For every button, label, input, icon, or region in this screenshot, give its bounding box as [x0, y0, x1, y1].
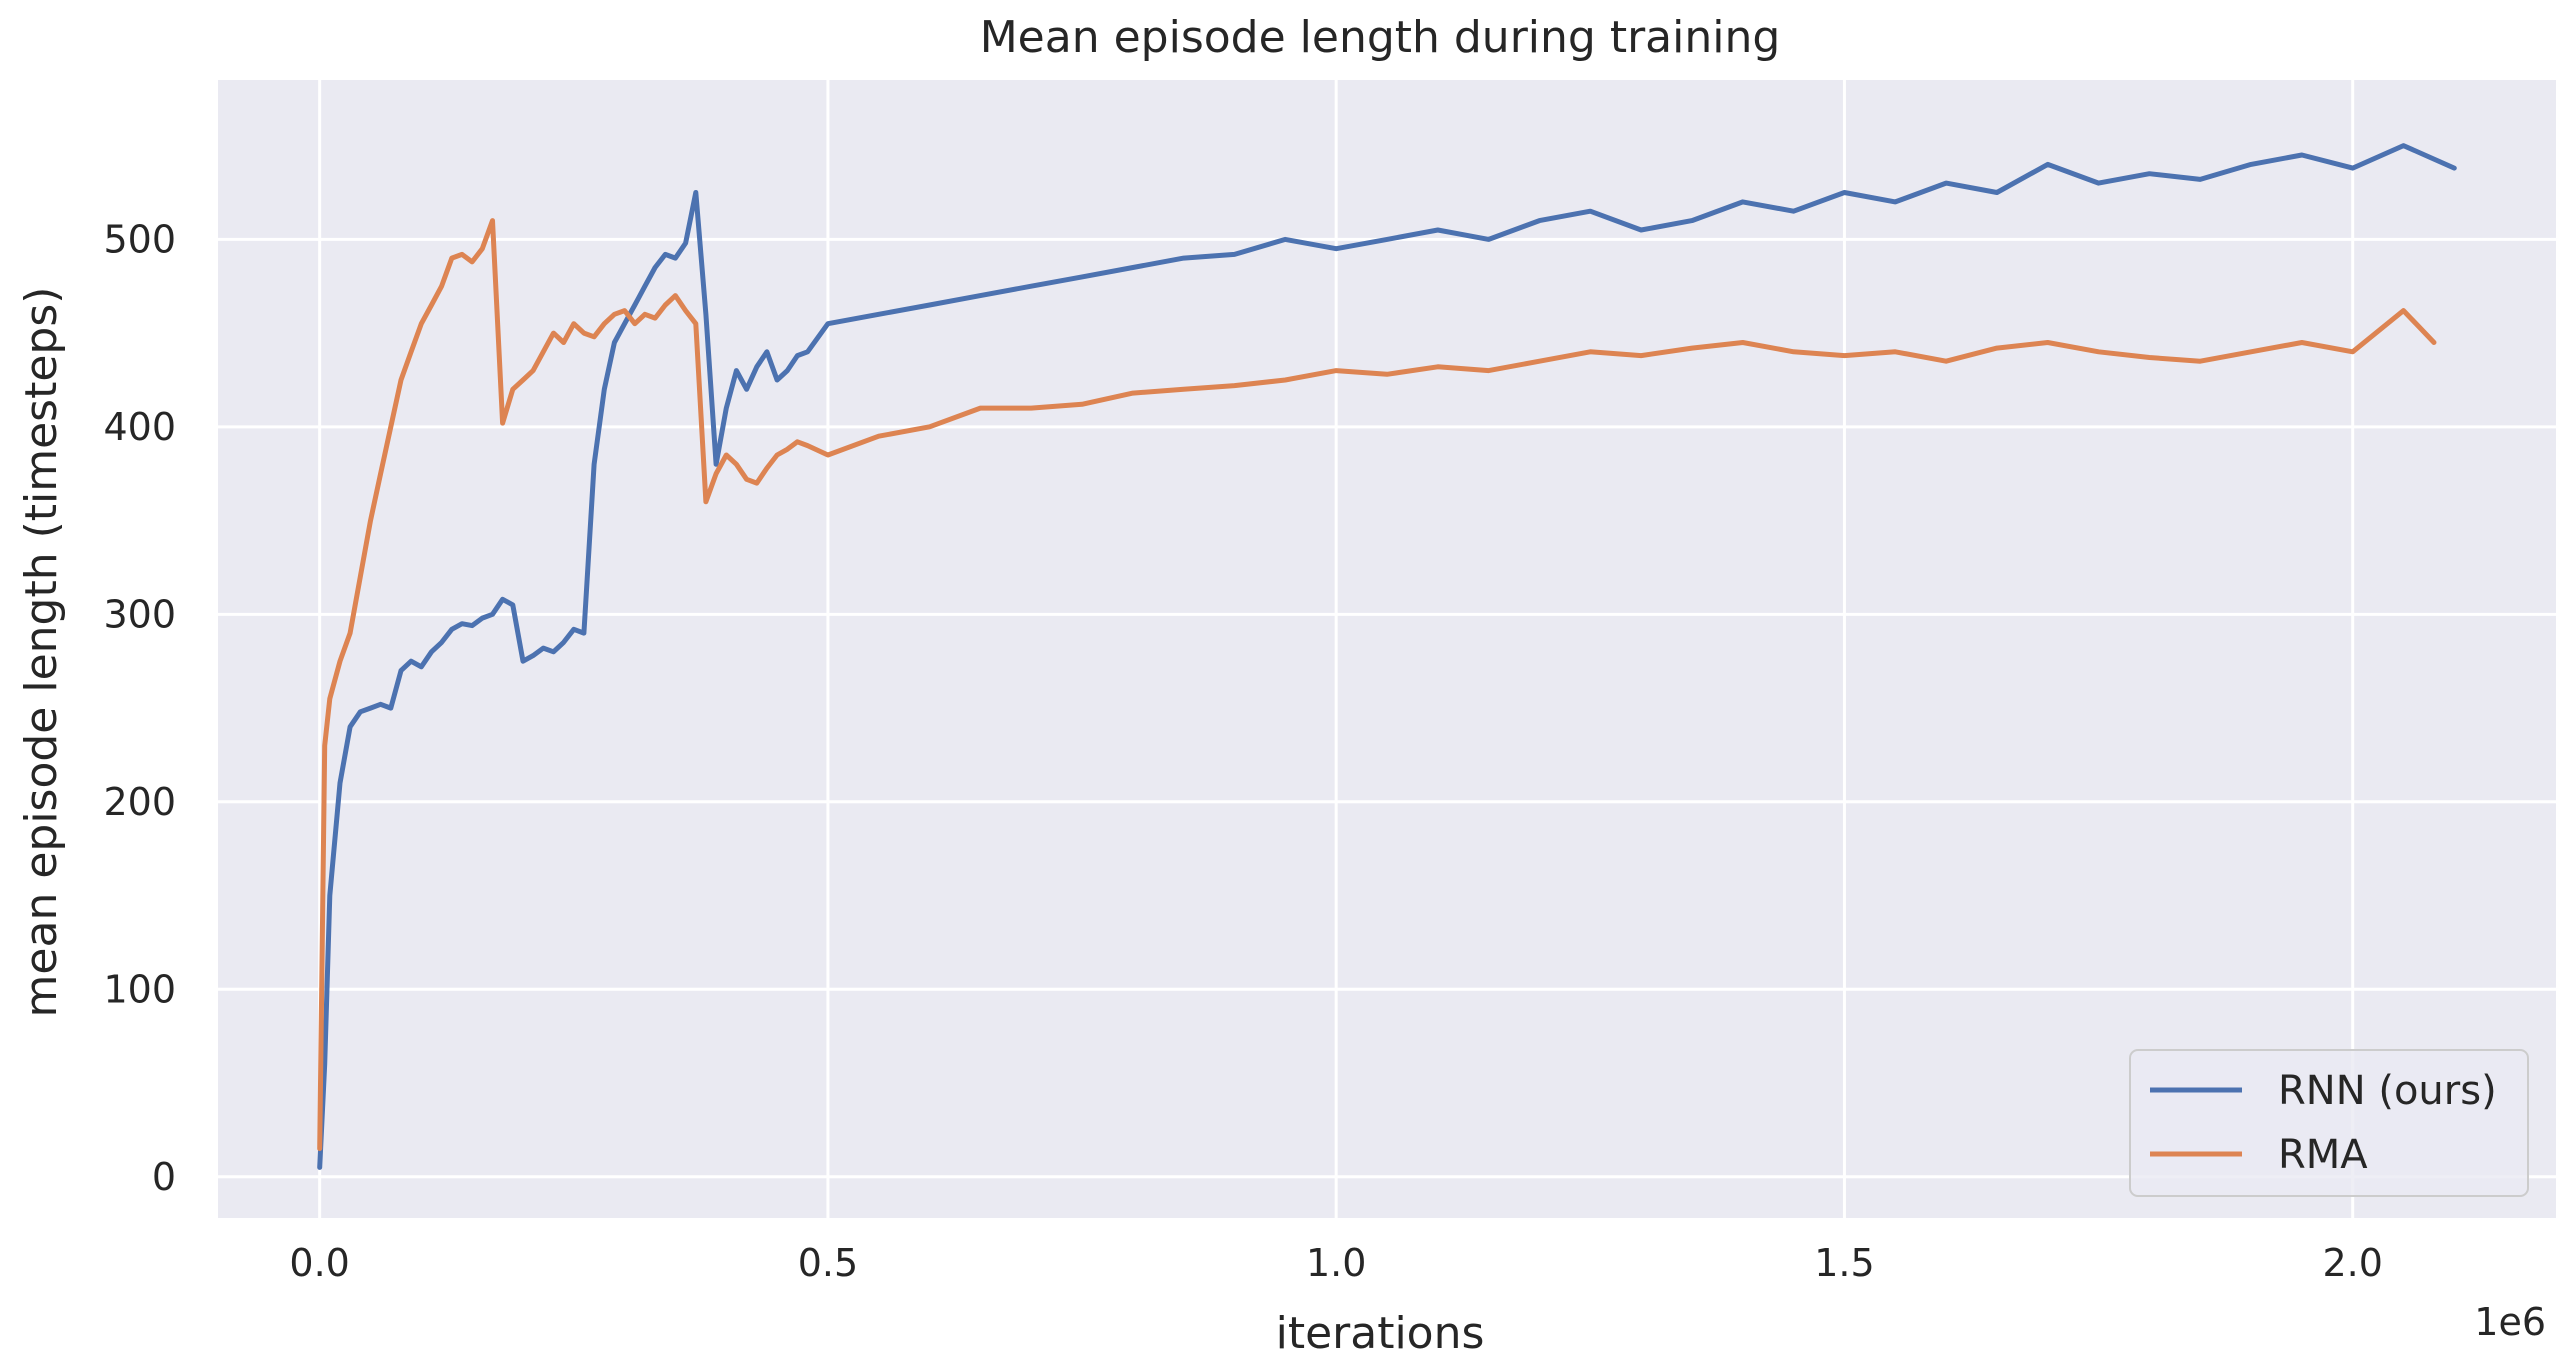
x-tick-label: 2.0 — [2322, 1241, 2382, 1285]
x-tick-label: 1.0 — [1306, 1241, 1366, 1285]
grid-lines — [218, 80, 2556, 1218]
y-tick-label: 500 — [103, 217, 176, 261]
plot-background — [218, 80, 2556, 1218]
x-tick-label: 0.5 — [798, 1241, 858, 1285]
legend-label-rnn: RNN (ours) — [2278, 1068, 2497, 1114]
x-tick-labels: 0.0 0.5 1.0 1.5 2.0 — [289, 1241, 2382, 1285]
y-tick-label: 100 — [103, 967, 176, 1011]
x-tick-label: 1.5 — [1814, 1241, 1874, 1285]
y-tick-labels: 0 100 200 300 400 500 — [103, 217, 176, 1198]
y-tick-label: 400 — [103, 405, 176, 449]
y-tick-label: 200 — [103, 780, 176, 824]
series-line-rma — [317, 218, 2437, 1152]
series-line-rnn — [317, 143, 2457, 1170]
y-axis-label: mean episode length (timesteps) — [16, 287, 67, 1018]
y-tick-label: 0 — [152, 1155, 176, 1199]
x-axis-label: iterations — [1276, 1308, 1485, 1359]
x-tick-label: 0.0 — [289, 1241, 349, 1285]
y-tick-label: 300 — [103, 592, 176, 636]
legend: RNN (ours) RMA — [2129, 1049, 2529, 1197]
x-axis-offset-label: 1e6 — [2474, 1300, 2546, 1344]
chart-title: Mean episode length during training — [980, 12, 1781, 63]
series-lines — [317, 143, 2457, 1170]
legend-box — [2129, 1049, 2529, 1197]
legend-label-rma: RMA — [2278, 1132, 2368, 1178]
